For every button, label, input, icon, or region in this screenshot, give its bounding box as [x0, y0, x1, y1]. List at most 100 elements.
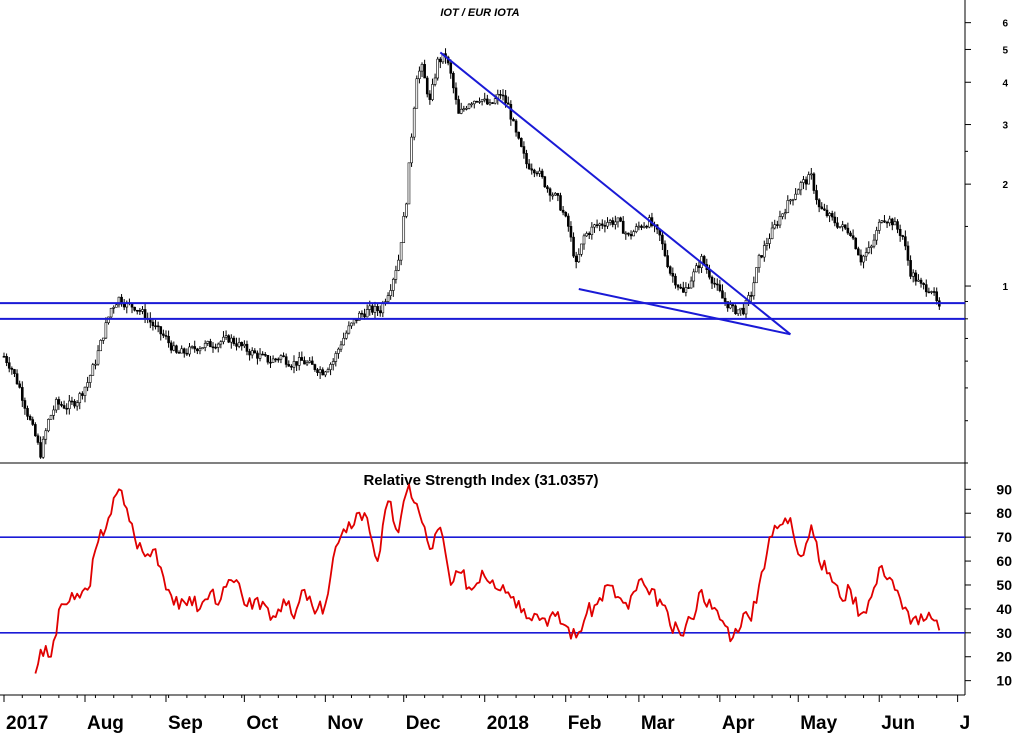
- price-candle-body: [692, 271, 696, 282]
- price-candle-body: [57, 399, 61, 405]
- price-candle-body: [721, 290, 724, 299]
- price-candle-body: [222, 336, 225, 343]
- price-candle-body: [386, 295, 390, 302]
- price-candle-body: [196, 348, 199, 352]
- price-candle-body: [679, 286, 682, 289]
- price-candle-body: [405, 203, 408, 217]
- price-candle-body: [718, 284, 722, 292]
- price-candle-body: [514, 120, 518, 133]
- price-candle-body: [580, 243, 583, 255]
- price-candle-body: [193, 346, 197, 350]
- price-candle-body: [457, 99, 460, 114]
- x-tick-label: Nov: [327, 713, 363, 734]
- price-candle-body: [290, 365, 293, 368]
- price-candle-body: [475, 100, 479, 103]
- price-candle-body: [337, 348, 340, 354]
- price-candle-body: [483, 98, 487, 101]
- price-candle-body: [227, 335, 230, 343]
- x-tick-label: Dec: [406, 713, 441, 734]
- price-candle-body: [318, 369, 322, 373]
- price-candle-body: [697, 265, 701, 268]
- price-candle-body: [342, 337, 345, 346]
- price-candle-body: [564, 212, 568, 217]
- price-candle-body: [825, 209, 829, 217]
- price-candle-body: [642, 225, 646, 228]
- price-candle-body: [909, 260, 912, 277]
- price-candle-body: [736, 309, 740, 315]
- price-candle-body: [459, 108, 463, 114]
- price-candle-body: [898, 228, 902, 236]
- price-candle-body: [31, 419, 35, 425]
- price-candle-body: [371, 305, 374, 313]
- price-candle-body: [245, 343, 249, 352]
- price-candle-body: [156, 325, 160, 328]
- price-candle-body: [68, 400, 71, 410]
- price-candle-body: [695, 265, 698, 273]
- price-candle-body: [250, 350, 254, 356]
- price-candle-body: [491, 102, 494, 104]
- price-candle-body: [663, 243, 667, 256]
- price-candle-body: [470, 103, 473, 106]
- price-candle-body: [867, 247, 871, 253]
- rsi-line: [34, 483, 941, 674]
- price-candle-body: [107, 316, 110, 324]
- price-candle-body: [810, 173, 813, 176]
- rsi-y-tick-label: 80: [996, 505, 1012, 521]
- x-tick-label: May: [800, 713, 837, 734]
- price-candle-body: [914, 272, 918, 282]
- price-candle-body: [765, 243, 769, 246]
- price-candle-body: [423, 64, 426, 79]
- price-candle-body: [399, 242, 403, 261]
- price-candle-body: [666, 255, 669, 268]
- price-candle-body: [551, 194, 554, 197]
- price-candle-body: [99, 340, 102, 352]
- price-candle-body: [391, 279, 395, 291]
- price-candle-body: [303, 360, 306, 365]
- price-candle-body: [449, 62, 453, 74]
- price-candle-body: [762, 245, 766, 258]
- price-y-tick-label: 2: [1002, 180, 1008, 191]
- price-candle-body: [838, 226, 842, 228]
- price-candle-body: [436, 58, 439, 79]
- price-candle-body: [553, 193, 557, 196]
- price-candle-body: [922, 283, 925, 285]
- price-candle-body: [287, 364, 291, 367]
- price-candle-body: [595, 224, 599, 227]
- price-candle-body: [402, 215, 406, 243]
- price-candle-body: [13, 369, 16, 374]
- price-candle-body: [851, 235, 855, 239]
- price-candle-body: [619, 217, 622, 222]
- price-candle-body: [752, 282, 756, 297]
- price-candle-body: [310, 360, 314, 365]
- price-candle-body: [854, 237, 858, 250]
- price-candle-body: [358, 312, 361, 321]
- price-candle-body: [880, 220, 884, 223]
- price-candle-body: [742, 307, 745, 315]
- price-candle-body: [373, 306, 377, 313]
- price-candle-body: [235, 343, 238, 347]
- price-candle-body: [862, 255, 865, 263]
- price-candle-body: [232, 337, 236, 344]
- price-candle-body: [823, 208, 826, 211]
- price-candle-body: [133, 306, 136, 311]
- price-candle-body: [791, 198, 795, 201]
- price-candle-body: [574, 255, 578, 263]
- price-candle-body: [143, 309, 147, 319]
- rsi-series: [34, 483, 941, 674]
- wedge-upper-trendline: [439, 51, 792, 336]
- price-candle-body: [138, 310, 142, 312]
- price-candle-body: [214, 346, 217, 349]
- price-candle-body: [590, 226, 594, 236]
- price-candle-body: [425, 77, 429, 95]
- price-candle-body: [52, 409, 55, 416]
- price-candle-body: [428, 93, 432, 100]
- price-candle-body: [522, 146, 526, 154]
- price-candle-body: [525, 153, 528, 165]
- price-candle-body: [331, 361, 335, 365]
- price-candle-body: [263, 354, 267, 356]
- price-candle-body: [36, 435, 40, 443]
- price-candle-body: [185, 352, 189, 355]
- price-candle-body: [930, 291, 933, 293]
- price-candle-body: [509, 104, 513, 120]
- price-candle-body: [888, 218, 891, 224]
